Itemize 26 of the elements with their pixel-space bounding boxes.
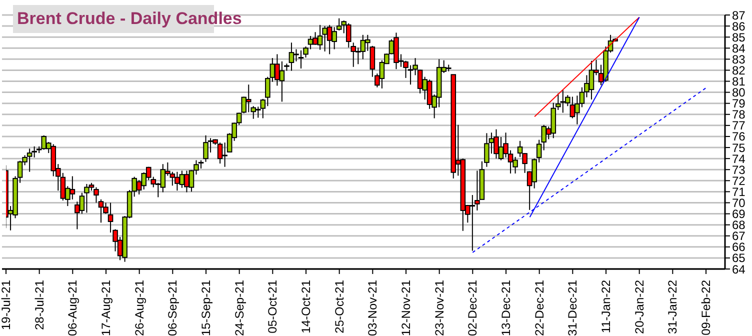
- x-tick-label: 22-Dec-21: [532, 280, 546, 336]
- x-tick-label: 19-Jul-21: [0, 280, 13, 330]
- x-tick-label: 15-Sep-21: [199, 280, 213, 336]
- x-tick-label: 05-Oct-21: [266, 280, 280, 334]
- x-tick-label: 23-Nov-21: [432, 280, 446, 336]
- y-tick-label: 70: [732, 196, 746, 210]
- x-tick-label: 12-Nov-21: [399, 280, 413, 336]
- x-tick-label: 11-Jan-22: [599, 280, 613, 334]
- x-tick-label: 31-Jan-22: [666, 280, 680, 334]
- x-tick-label: 20-Jan-22: [632, 280, 646, 334]
- x-tick-label: 03-Nov-21: [366, 280, 380, 336]
- x-tick-label: 06-Sep-21: [166, 280, 180, 336]
- chart-title: Brent Crude - Daily Candles: [16, 8, 242, 30]
- x-tick-label: 25-Oct-21: [332, 280, 346, 334]
- x-tick-label: 13-Dec-21: [499, 280, 513, 336]
- x-tick-label: 31-Dec-21: [566, 280, 580, 336]
- x-tick-label: 06-Aug-21: [66, 280, 80, 336]
- candlestick: [203, 134, 208, 162]
- x-tick-label: 26-Aug-21: [132, 280, 146, 336]
- x-tick-label: 14-Oct-21: [299, 280, 313, 334]
- x-tick-label: 09-Feb-22: [699, 280, 713, 336]
- x-tick-label: 24-Sep-21: [232, 280, 246, 336]
- x-tick-label: 28-Jul-21: [32, 280, 46, 330]
- candlestick: [484, 132, 490, 168]
- x-tick-label: 02-Dec-21: [466, 280, 480, 336]
- x-tick-label: 17-Aug-21: [99, 280, 113, 336]
